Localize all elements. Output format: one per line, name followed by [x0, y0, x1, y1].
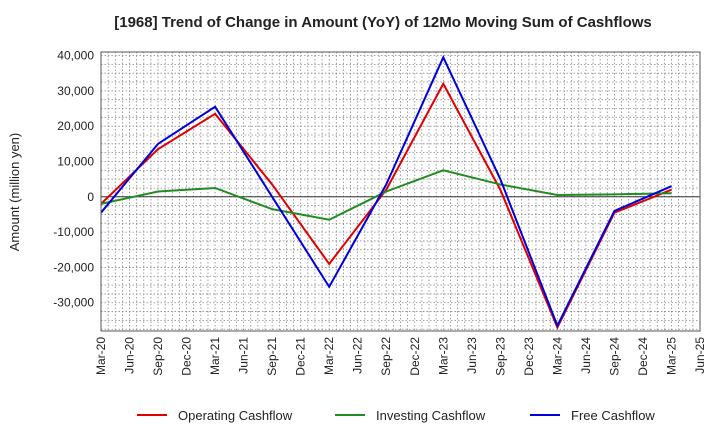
y-tick-label: 30,000 [57, 84, 94, 98]
x-tick-label: Dec-24 [636, 337, 650, 376]
legend-label: Investing Cashflow [376, 408, 486, 423]
x-tick-label: Sep-23 [493, 337, 507, 376]
plot-frame [100, 51, 701, 332]
x-tick-label: Jun-20 [123, 337, 137, 374]
x-tick-label: Jun-25 [693, 337, 707, 374]
x-tick-label: Jun-23 [465, 337, 479, 374]
x-tick-labels: Mar-20 Jun-20 Sep-20 Dec-20 Mar-21 Jun-21 Sep-… [94, 337, 707, 376]
y-tick-label: -10,000 [53, 225, 94, 239]
x-tick-label: Sep-22 [379, 337, 393, 376]
x-tick-label: Mar-21 [208, 337, 222, 375]
y-tick-label: 0 [87, 190, 94, 204]
y-tick-label: 20,000 [57, 119, 94, 133]
x-tick-label: Dec-20 [180, 337, 194, 376]
series-layer [100, 54, 672, 330]
series-line-investing-cashflow [100, 169, 672, 221]
y-axis-title: Amount (million yen) [7, 133, 22, 252]
x-tick-label: Mar-22 [322, 337, 336, 375]
legend-label: Free Cashflow [571, 408, 655, 423]
y-tick-label: 40,000 [57, 49, 94, 63]
chart-title: [1968] Trend of Change in Amount (YoY) o… [114, 14, 652, 31]
x-tick-label: Mar-23 [436, 337, 450, 375]
x-tick-label: Sep-24 [607, 337, 621, 376]
x-tick-label: Mar-25 [664, 337, 678, 375]
x-tick-label: Mar-24 [550, 337, 564, 375]
x-tick-label: Dec-23 [522, 337, 536, 376]
x-tick-label: Jun-21 [237, 337, 251, 374]
y-tick-labels: 40,000 30,000 20,000 10,000 0 -10,000 -20,000 -… [53, 49, 94, 310]
x-tick-label: Jun-24 [579, 337, 593, 374]
y-tick-label: 10,000 [57, 154, 94, 168]
legend-label: Operating Cashflow [178, 408, 293, 423]
x-tick-label: Dec-22 [408, 337, 422, 376]
x-tick-label: Mar-20 [94, 337, 108, 375]
grid-layer [100, 52, 701, 331]
x-tick-label: Jun-22 [351, 337, 365, 374]
x-tick-label: Dec-21 [294, 337, 308, 376]
y-tick-label: -30,000 [53, 296, 94, 310]
legend: Operating Cashflow Investing Cashflow Free… [137, 408, 655, 423]
x-tick-label: Sep-20 [151, 337, 165, 376]
y-tick-label: -20,000 [53, 260, 94, 274]
plot-frame-layer [100, 51, 701, 332]
x-tick-label: Sep-21 [265, 337, 279, 376]
